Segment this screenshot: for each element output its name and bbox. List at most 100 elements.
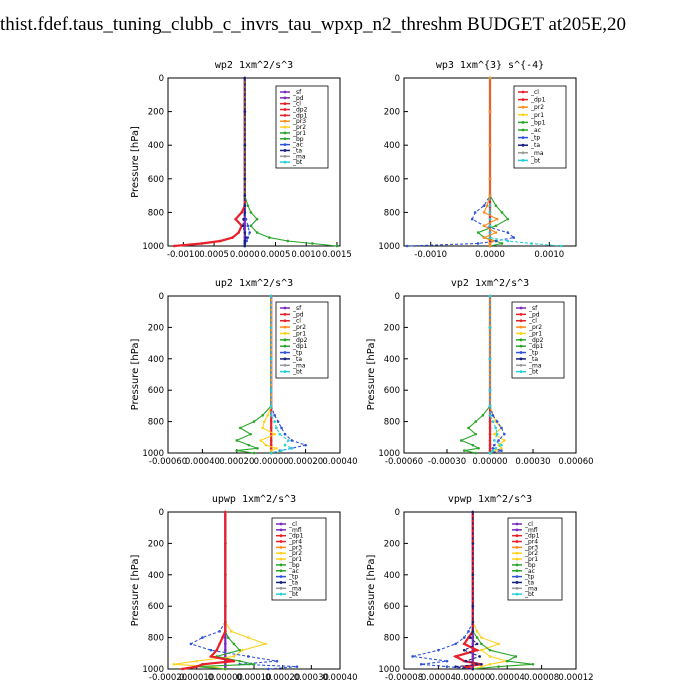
series-point <box>238 648 241 652</box>
legend-marker <box>521 121 525 124</box>
series-point <box>471 510 475 514</box>
legend-label: _dp1 <box>524 533 540 540</box>
x-tick-label: 0.0015 <box>322 250 352 260</box>
y-tick-label: 800 <box>148 208 164 218</box>
series-point <box>493 443 496 447</box>
x-tick-label: 0.00040 <box>185 457 220 467</box>
y-tick-label: 600 <box>384 386 400 396</box>
series-point <box>500 242 504 245</box>
series-point <box>246 236 250 239</box>
x-tick-label: 0.0000 <box>475 250 505 260</box>
series-point <box>470 217 474 221</box>
y-tick-label: 200 <box>148 539 164 549</box>
series-point <box>234 217 237 221</box>
legend-marker <box>515 545 519 549</box>
series-point <box>242 217 245 221</box>
series-point <box>488 211 492 214</box>
x-tick-label: 0.00010 <box>179 673 214 683</box>
series-point <box>276 420 280 423</box>
legend-label: _dp2 <box>528 337 544 344</box>
legend-label: _cl <box>288 521 297 528</box>
legend-marker <box>519 363 523 367</box>
series-point <box>238 426 242 430</box>
x-tick-label: 0.0000 <box>230 250 260 260</box>
legend-label: _pr3 <box>524 544 538 551</box>
legend-label: _ma <box>530 150 544 157</box>
series-point <box>269 357 273 361</box>
legend-marker <box>521 151 525 155</box>
legend-label: _pr3 <box>288 544 302 551</box>
series-point <box>474 451 477 455</box>
series-point <box>471 642 475 646</box>
series-point <box>514 655 518 658</box>
series-point <box>475 636 479 639</box>
series-point <box>494 224 498 228</box>
series-point <box>500 443 503 447</box>
series-point <box>200 242 204 245</box>
y-tick-label: 400 <box>384 355 400 365</box>
legend-label: _bp <box>292 136 304 143</box>
series-point <box>247 443 251 447</box>
legend-marker <box>515 581 519 584</box>
series-point <box>471 604 475 608</box>
legend-marker <box>283 119 287 123</box>
x-tick-label: -0.0010 <box>167 250 200 260</box>
legend-marker <box>515 551 519 555</box>
legend-marker <box>279 569 283 573</box>
y-tick-label: 0 <box>395 74 400 84</box>
series-point <box>269 439 273 442</box>
series-point <box>246 204 250 207</box>
series-point <box>475 648 479 652</box>
series-point <box>295 665 299 668</box>
legend-label: _ma <box>292 153 306 160</box>
series-point <box>269 446 273 450</box>
y-tick-label: 200 <box>384 323 400 333</box>
series-point <box>500 426 503 430</box>
series-point <box>464 659 468 663</box>
series-point <box>491 446 495 450</box>
series-point <box>488 204 492 207</box>
series-point <box>273 414 276 417</box>
legend-marker <box>519 344 523 348</box>
series-point <box>488 357 492 361</box>
series-point <box>494 204 498 207</box>
series-point <box>491 420 495 423</box>
x-tick-label: 0.00030 <box>515 457 550 467</box>
series-point <box>462 636 466 639</box>
series-point <box>488 177 492 181</box>
series-point <box>493 439 496 442</box>
legend-marker <box>279 586 283 590</box>
series-point <box>249 224 253 228</box>
legend-label: _ta <box>524 579 534 586</box>
series-point <box>530 242 533 245</box>
legend-label: _ac <box>530 127 541 134</box>
series-point <box>255 217 259 221</box>
plot-frame <box>167 77 341 247</box>
series-point <box>269 451 273 455</box>
y-tick-label: 200 <box>148 323 164 333</box>
series-point <box>471 655 475 658</box>
y-axis-label: Pressure [hPa] <box>130 126 141 198</box>
legend-label: _tp <box>528 350 538 357</box>
x-tick-label: 0.00040 <box>322 457 357 467</box>
series-point <box>473 211 477 214</box>
series-point <box>243 204 247 207</box>
legend-marker <box>515 534 519 538</box>
series-point <box>476 231 480 234</box>
series-point <box>263 420 266 423</box>
legend-label: _pr1 <box>288 556 302 563</box>
legend-label: _sf <box>292 89 302 96</box>
series-point <box>491 414 495 417</box>
series-point <box>477 446 480 450</box>
legend-label: _tp <box>292 350 302 357</box>
series-point <box>235 439 239 442</box>
series-point <box>488 449 492 452</box>
series-point <box>304 443 307 447</box>
legend-marker <box>515 563 519 567</box>
series-point <box>269 326 273 329</box>
series-line <box>406 78 515 247</box>
series-point <box>181 667 184 671</box>
y-tick-label: 1000 <box>142 242 164 252</box>
legend-label: _ma <box>292 362 306 369</box>
y-tick-label: 800 <box>148 418 164 428</box>
